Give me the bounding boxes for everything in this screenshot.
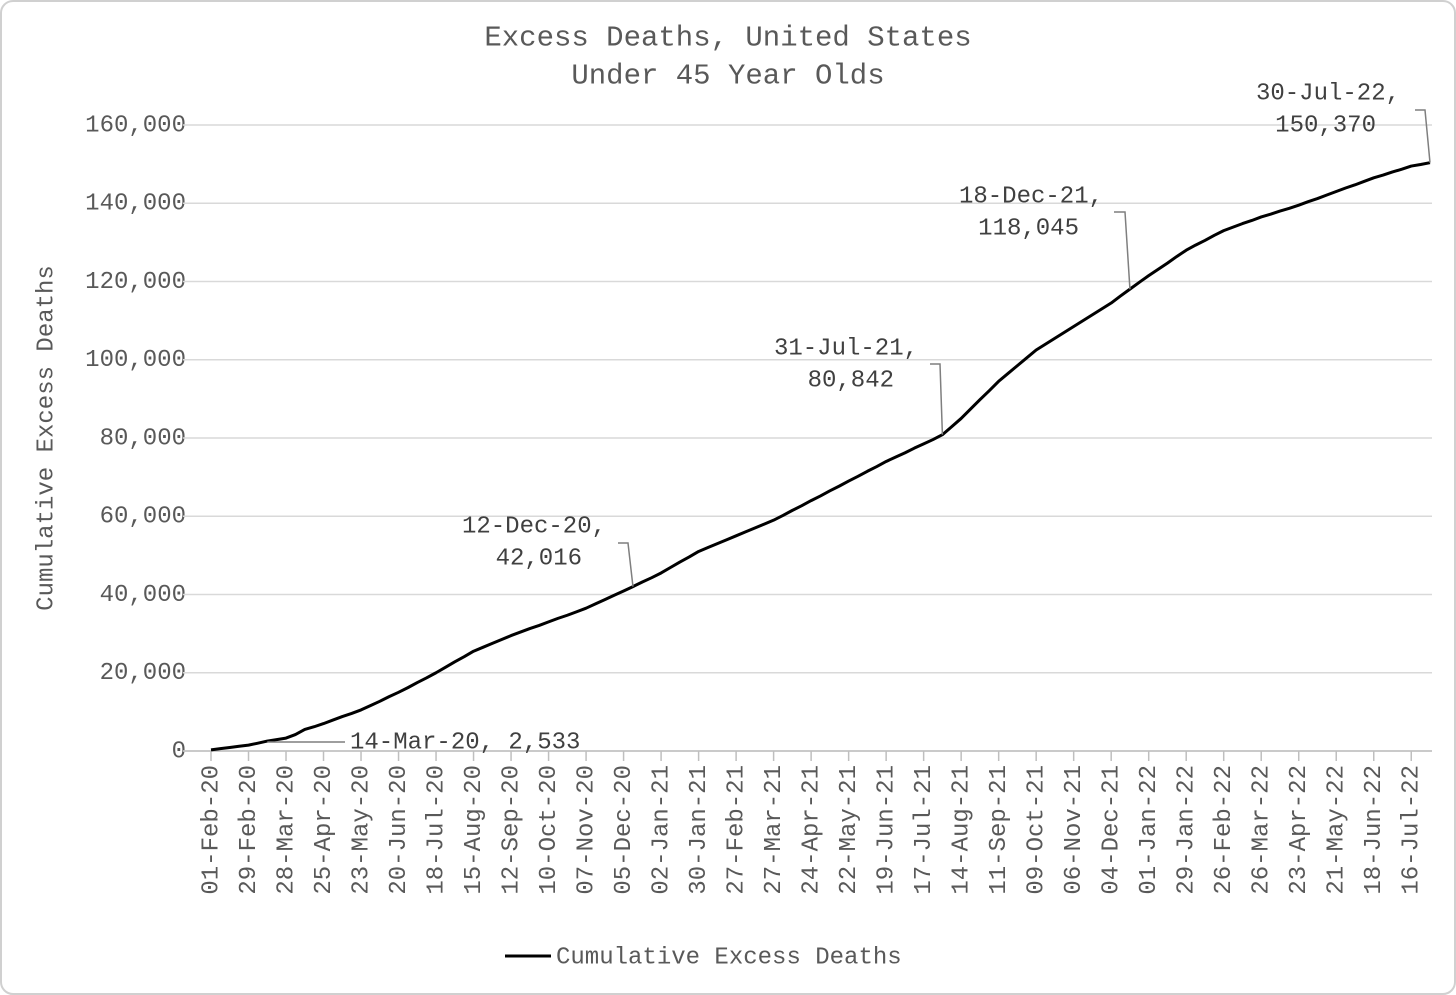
x-tick-label: 16-Jul-22 xyxy=(1399,765,1426,895)
x-tick-label: 12-Sep-20 xyxy=(498,765,525,895)
x-tick-label: 25-Apr-20 xyxy=(311,765,338,895)
annotation-text: 42,016 xyxy=(496,545,582,572)
x-tick-label: 10-Oct-20 xyxy=(536,765,563,895)
annotation-text: 118,045 xyxy=(978,215,1079,242)
x-tick-label: 23-May-20 xyxy=(348,765,375,895)
y-tick-label: 40,000 xyxy=(100,582,186,609)
y-tick-label: 20,000 xyxy=(100,660,186,687)
x-tick-label: 18-Jun-22 xyxy=(1361,765,1388,895)
x-tick-label: 19-Jun-21 xyxy=(873,765,900,895)
annotation-text: 18-Dec-21, xyxy=(959,183,1103,210)
annotation-leader xyxy=(930,363,944,435)
x-tick-label: 01-Jan-22 xyxy=(1136,765,1163,895)
x-tick-label: 05-Dec-20 xyxy=(611,765,638,895)
x-tick-label: 29-Feb-20 xyxy=(236,765,263,895)
x-tick-label: 14-Aug-21 xyxy=(948,765,975,895)
annotation-text: 14-Mar-20, 2,533 xyxy=(350,729,580,756)
x-tick-label: 29-Jan-22 xyxy=(1174,765,1201,895)
x-tick-label: 21-May-22 xyxy=(1324,765,1351,895)
y-axis-label: Cumulative Excess Deaths xyxy=(33,265,60,611)
y-tick-label: 80,000 xyxy=(100,425,186,452)
y-tick-label: 140,000 xyxy=(85,191,186,218)
x-tick-label: 02-Jan-21 xyxy=(648,765,675,895)
y-tick-label: 100,000 xyxy=(85,347,186,374)
x-tick-label: 28-Mar-20 xyxy=(273,765,300,895)
y-tick-label: 0 xyxy=(172,738,186,765)
annotation-text: 30-Jul-22, xyxy=(1256,80,1400,107)
x-tick-label: 17-Jul-21 xyxy=(911,765,938,895)
x-tick-label: 26-Feb-22 xyxy=(1211,765,1238,895)
x-tick-label: 24-Apr-21 xyxy=(798,765,825,895)
x-tick-label: 27-Mar-21 xyxy=(761,765,788,895)
annotation-leader xyxy=(1415,109,1431,163)
x-tick-label: 01-Feb-20 xyxy=(198,765,225,895)
x-tick-label: 23-Apr-22 xyxy=(1286,765,1313,895)
x-tick-label: 30-Jan-21 xyxy=(686,765,713,895)
x-tick-label: 07-Nov-20 xyxy=(573,765,600,895)
y-tick-label: 60,000 xyxy=(100,504,186,531)
y-tick-label: 120,000 xyxy=(85,269,186,296)
annotation-leader xyxy=(1114,211,1131,290)
x-tick-label: 09-Oct-21 xyxy=(1024,765,1051,895)
data-line xyxy=(210,161,1431,752)
chart-title: Excess Deaths, United States xyxy=(484,22,971,55)
x-tick-label: 20-Jun-20 xyxy=(386,765,413,895)
x-tick-label: 06-Nov-21 xyxy=(1061,765,1088,895)
x-tick-label: 11-Sep-21 xyxy=(986,765,1013,895)
chart-subtitle: Under 45 Year Olds xyxy=(571,60,884,93)
x-tick-label: 27-Feb-21 xyxy=(723,765,750,895)
x-tick-label: 18-Jul-20 xyxy=(423,765,450,895)
y-tick-label: 160,000 xyxy=(85,112,186,139)
annotation-text: 12-Dec-20, xyxy=(462,513,606,540)
annotation-text: 80,842 xyxy=(808,367,894,394)
x-tick-label: 22-May-21 xyxy=(836,765,863,895)
annotation-text: 31-Jul-21, xyxy=(774,335,918,362)
x-tick-label: 26-Mar-22 xyxy=(1249,765,1276,895)
annotation-leader xyxy=(618,542,634,587)
annotation-text: 150,370 xyxy=(1275,112,1376,139)
x-tick-label: 15-Aug-20 xyxy=(461,765,488,895)
legend-label: Cumulative Excess Deaths xyxy=(556,944,902,971)
x-tick-label: 04-Dec-21 xyxy=(1099,765,1126,895)
